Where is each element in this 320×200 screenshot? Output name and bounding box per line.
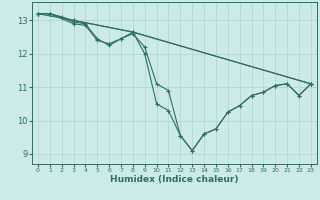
X-axis label: Humidex (Indice chaleur): Humidex (Indice chaleur)	[110, 175, 239, 184]
